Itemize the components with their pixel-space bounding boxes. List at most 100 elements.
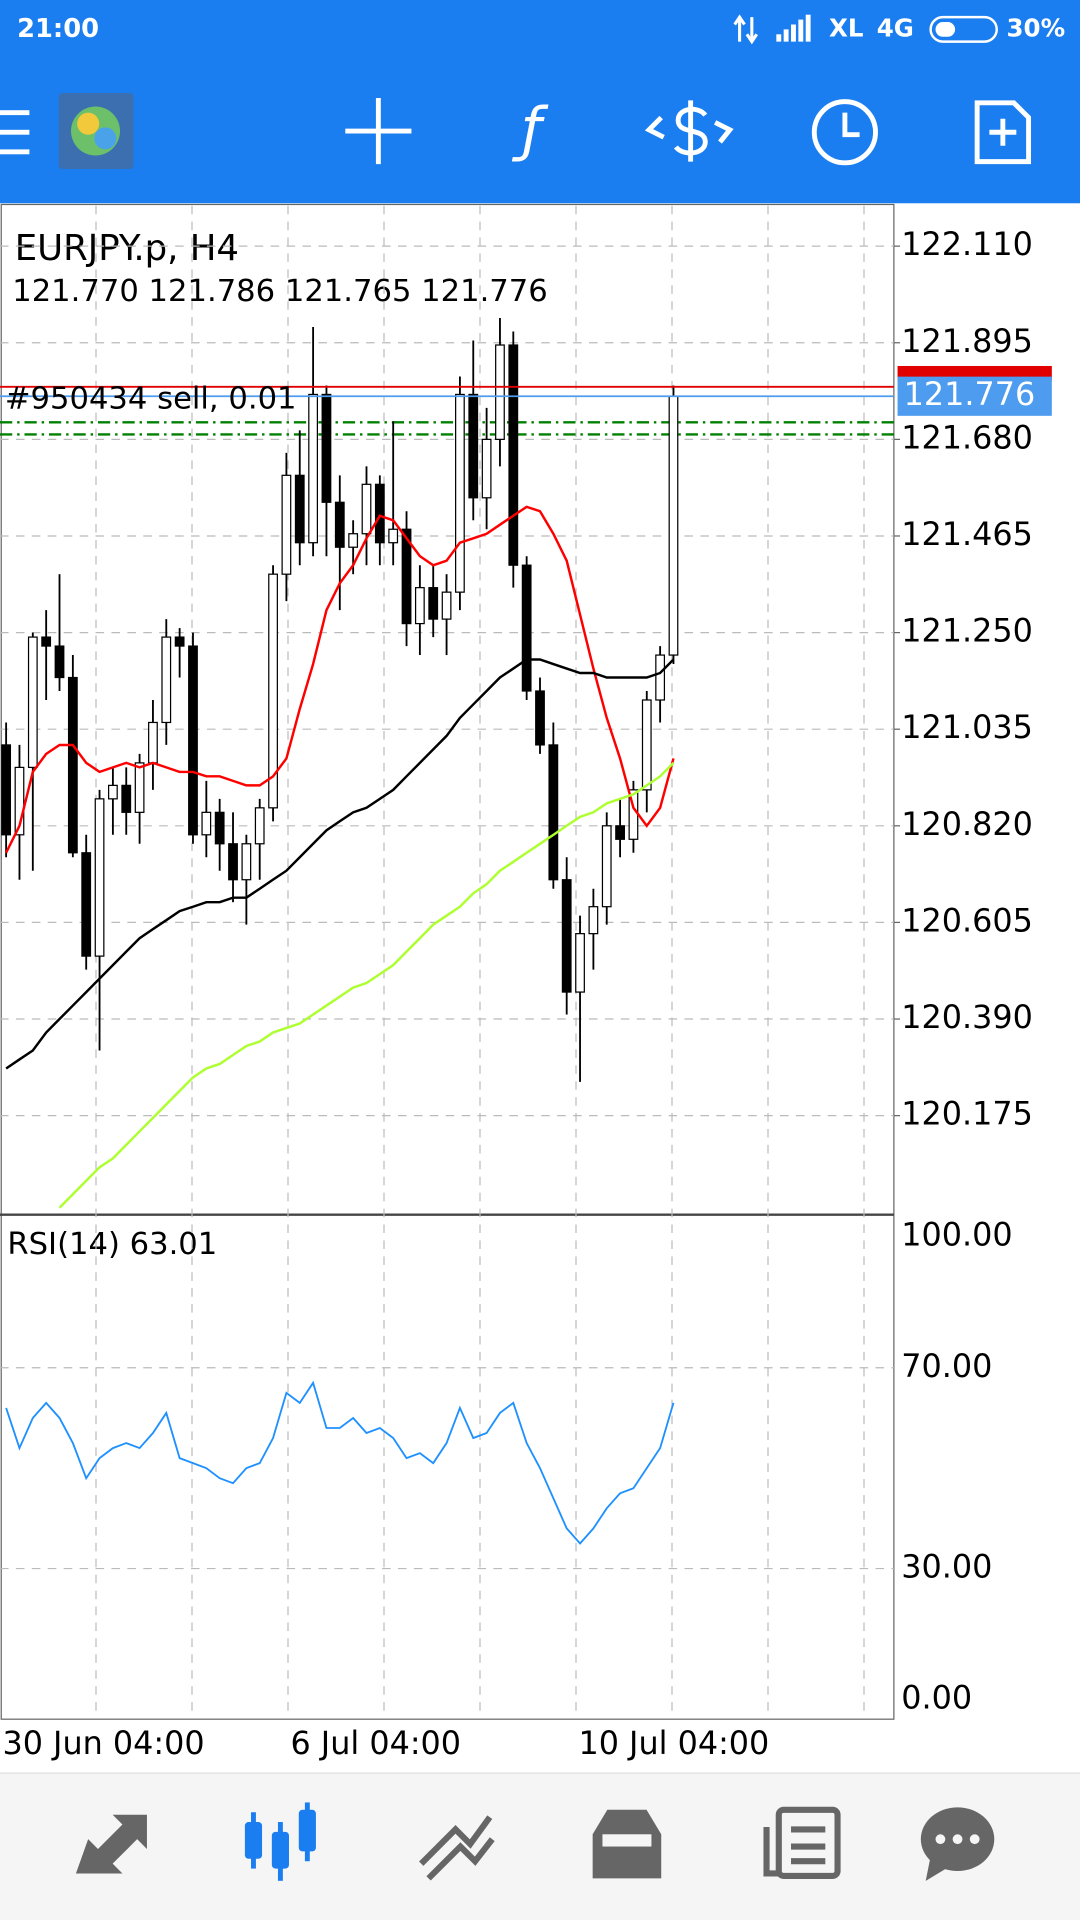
candle-body	[508, 344, 519, 566]
timeframe-button[interactable]	[811, 99, 878, 166]
trade-button[interactable]	[644, 100, 734, 162]
carrier: XL	[829, 13, 863, 42]
candle-body	[67, 676, 78, 854]
y-tick-label: 120.390	[901, 998, 1033, 1036]
nav-chat[interactable]	[920, 1807, 995, 1881]
candle-body	[401, 528, 412, 625]
candle-body	[575, 933, 585, 993]
candle-body	[334, 501, 345, 548]
rsi-label: RSI(14) 63.01	[7, 1227, 217, 1262]
candle-body	[655, 654, 666, 701]
candle-body	[468, 393, 479, 499]
app-header	[0, 0, 1080, 204]
candle-body	[428, 587, 439, 620]
nav-chart[interactable]	[244, 1802, 316, 1881]
battery-icon	[929, 15, 998, 43]
bid-tag	[897, 376, 1052, 416]
candle-body	[668, 395, 679, 656]
candle-body	[281, 474, 292, 575]
rsi-tick-label: 30.00	[901, 1548, 992, 1586]
candle-body	[214, 811, 225, 845]
y-tick-label: 120.820	[901, 805, 1033, 843]
candle-body	[641, 699, 652, 791]
candle-body	[588, 906, 599, 935]
candle-body	[1, 744, 12, 836]
chart-frame	[0, 203, 895, 1720]
moving-average	[5, 658, 675, 1070]
nav-history[interactable]	[592, 1809, 662, 1879]
nav-trade[interactable]	[419, 1815, 495, 1881]
candle-body	[455, 393, 465, 593]
candle-body	[41, 636, 52, 647]
candle-body	[228, 843, 238, 881]
y-tick-label: 121.895	[901, 322, 1033, 360]
candle-body	[107, 784, 118, 800]
template-button[interactable]	[974, 100, 1032, 165]
candle-body	[94, 798, 105, 957]
y-tick-label: 121.465	[901, 515, 1033, 553]
chart-title: EURJPY.p, H4	[15, 228, 239, 269]
candle-body	[188, 645, 198, 836]
menu-button[interactable]	[0, 110, 30, 155]
y-tick-label: 120.605	[901, 901, 1033, 939]
candle-body	[535, 690, 545, 746]
moving-average	[58, 761, 675, 1209]
ohlc-text: 121.770 121.786 121.765 121.776	[12, 274, 548, 309]
candle-body	[174, 636, 185, 647]
app-logo[interactable]	[58, 93, 134, 169]
candle-body	[361, 483, 372, 535]
candle-body	[521, 564, 532, 692]
moving-average	[5, 505, 675, 854]
x-tick-label: 6 Jul 04:00	[290, 1724, 461, 1762]
candle-body	[54, 645, 65, 679]
y-tick-label: 121.250	[901, 612, 1033, 650]
candle-body	[241, 843, 252, 881]
y-tick-label: 121.035	[901, 708, 1033, 746]
candle-body	[561, 879, 572, 993]
candle-body	[134, 762, 145, 813]
candle-body	[615, 825, 625, 840]
nav-quotes[interactable]	[75, 1814, 147, 1874]
x-tick-label: 10 Jul 04:00	[578, 1724, 769, 1762]
candle-body	[321, 393, 332, 503]
candle-body	[441, 591, 452, 620]
candle-body	[294, 474, 305, 544]
rsi-tick-label: 70.00	[901, 1347, 992, 1385]
grid	[0, 205, 894, 1720]
y-tick-label: 121.680	[901, 418, 1033, 456]
candle-body	[348, 533, 359, 548]
candle-body	[481, 438, 492, 499]
candle-body	[14, 766, 25, 836]
candle-body	[414, 587, 425, 625]
signal-icon	[776, 14, 811, 42]
y-tick-label: 120.175	[901, 1095, 1033, 1133]
candle-body	[495, 344, 505, 440]
candle-body	[268, 573, 278, 809]
candle-body	[161, 636, 172, 724]
candle-body	[308, 393, 318, 544]
candle-body	[388, 528, 399, 544]
candles	[1, 318, 679, 1082]
battery-text: 30%	[1007, 13, 1066, 42]
rsi-tick-label: 100.00	[901, 1216, 1012, 1254]
crosshair-button[interactable]	[345, 97, 412, 165]
candle-body	[601, 825, 612, 908]
candle-body	[201, 811, 212, 836]
order-label: #950434 sell, 0.01	[5, 381, 297, 416]
status-time: 21:00	[17, 14, 99, 44]
candle-body	[81, 852, 92, 957]
rsi-line	[5, 1380, 675, 1545]
network: 4G	[877, 13, 914, 42]
rsi-tick-label: 0.00	[901, 1679, 972, 1717]
nav-news[interactable]	[763, 1806, 841, 1879]
bid-label: 121.776	[904, 375, 1036, 413]
x-tick-label: 30 Jun 04:00	[2, 1724, 204, 1762]
candle-body	[27, 636, 38, 769]
candle-body	[121, 784, 132, 813]
y-tick-label: 122.110	[901, 225, 1033, 263]
candle-body	[374, 483, 385, 544]
data-icon	[733, 14, 759, 45]
bottom-nav	[0, 1773, 1080, 1920]
